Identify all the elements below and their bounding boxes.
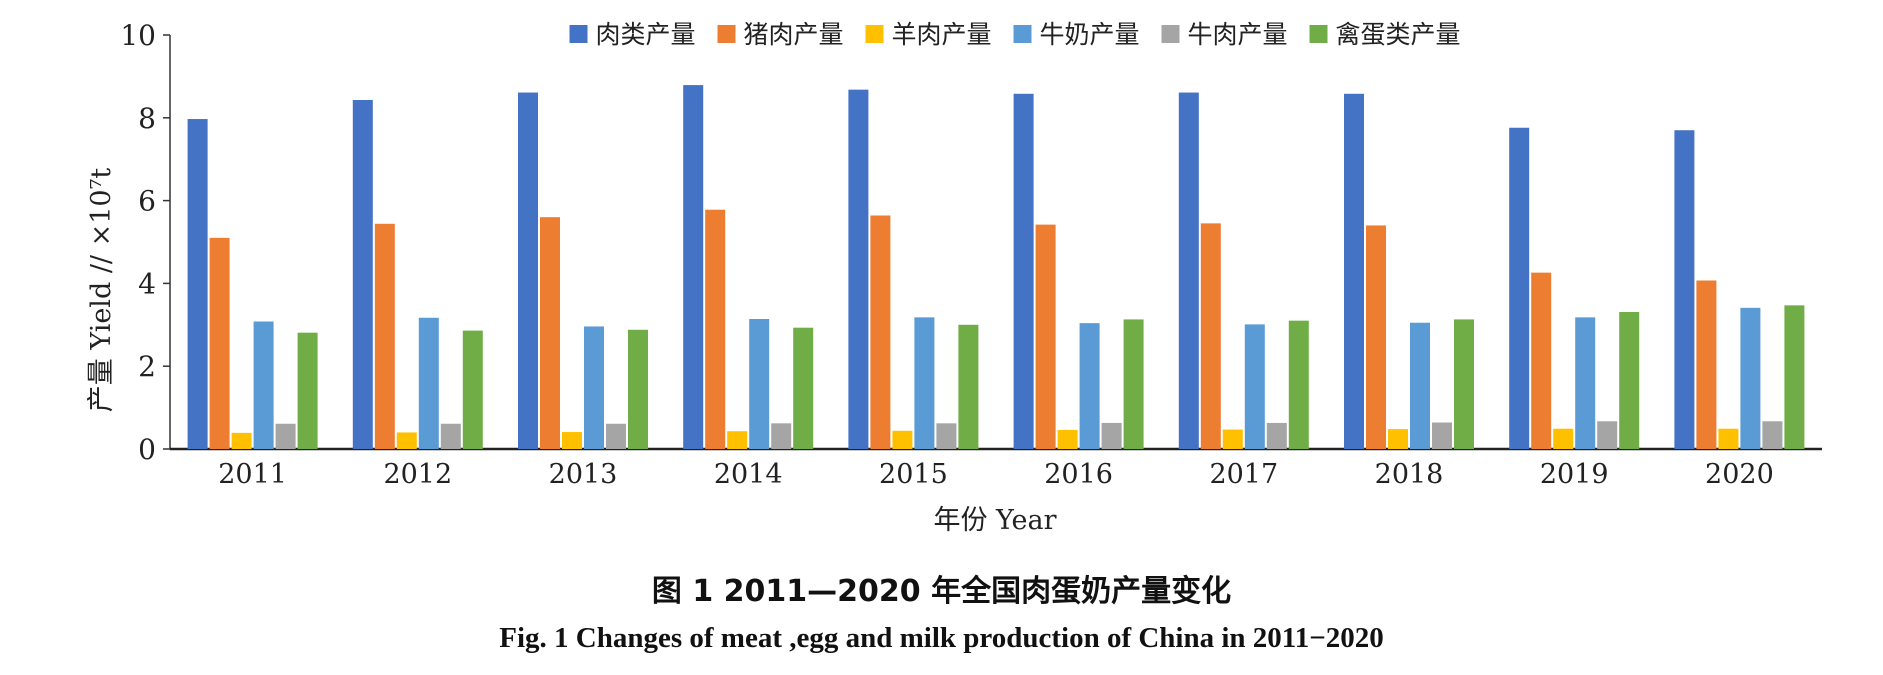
bar-禽蛋类产量-2013 <box>628 329 648 449</box>
bar-禽蛋类产量-2017 <box>1288 320 1309 449</box>
legend-swatch <box>717 25 736 43</box>
bar-猪肉产量-2020 <box>1696 280 1717 449</box>
x-tick-label: 2019 <box>1540 459 1609 490</box>
bar-禽蛋类产量-2019 <box>1619 311 1640 449</box>
bar-牛奶产量-2013 <box>584 326 604 449</box>
bar-猪肉产量-2013 <box>540 217 560 449</box>
bar-猪肉产量-2012 <box>374 223 395 449</box>
legend-label: 牛肉产量 <box>1188 20 1288 49</box>
bar-牛肉产量-2017 <box>1266 422 1287 449</box>
bar-牛肉产量-2019 <box>1597 421 1618 449</box>
x-tick-label: 2011 <box>218 459 287 490</box>
x-tick-label: 2015 <box>879 459 948 490</box>
legend-label: 羊肉产量 <box>892 20 992 49</box>
legend: 肉类产量 猪肉产量 羊肉产量 牛奶产量 牛肉产量 禽蛋类产量 <box>569 20 1461 49</box>
bar-肉类产量-2011 <box>187 119 208 450</box>
bar-猪肉产量-2014 <box>705 209 726 449</box>
bar-牛奶产量-2014 <box>749 319 770 449</box>
bar-肉类产量-2012 <box>352 99 373 450</box>
legend-swatch <box>569 25 588 43</box>
bar-牛奶产量-2015 <box>914 317 935 449</box>
x-tick-label: 2016 <box>1044 459 1113 490</box>
bar-牛肉产量-2012 <box>440 423 461 449</box>
x-tick-label: 2014 <box>714 459 783 490</box>
bars <box>187 85 1805 450</box>
bar-禽蛋类产量-2018 <box>1454 319 1474 449</box>
bar-猪肉产量-2019 <box>1531 272 1552 449</box>
bar-牛肉产量-2015 <box>936 423 957 449</box>
y-tick-label: 2 <box>138 350 156 383</box>
legend-swatch <box>865 25 884 43</box>
bar-牛肉产量-2013 <box>606 423 626 449</box>
bar-牛肉产量-2018 <box>1432 422 1452 449</box>
bar-牛奶产量-2020 <box>1740 307 1761 449</box>
bar-牛肉产量-2016 <box>1101 422 1122 449</box>
y-tick-label: 6 <box>138 185 156 218</box>
bar-猪肉产量-2017 <box>1200 223 1221 449</box>
legend-label: 猪肉产量 <box>744 20 844 49</box>
bar-肉类产量-2014 <box>683 85 704 450</box>
x-tick-label: 2012 <box>383 459 452 490</box>
x-tick-label: 2018 <box>1375 459 1444 490</box>
y-tick-label: 0 <box>138 433 156 466</box>
legend-swatch <box>1013 25 1032 43</box>
bar-肉类产量-2020 <box>1674 130 1695 449</box>
bar-猪肉产量-2018 <box>1366 225 1386 449</box>
legend-swatch <box>1309 25 1328 43</box>
bar-禽蛋类产量-2015 <box>958 324 979 449</box>
bar-猪肉产量-2016 <box>1035 224 1056 449</box>
bar-羊肉产量-2019 <box>1553 428 1574 449</box>
x-axis-title: 年份 Year <box>933 505 1056 536</box>
bar-禽蛋类产量-2012 <box>462 330 483 449</box>
bar-羊肉产量-2017 <box>1222 429 1243 449</box>
figure-caption-chinese: 图 1 2011—2020 年全国肉蛋奶产量变化 <box>651 574 1232 609</box>
bar-羊肉产量-2013 <box>562 432 582 449</box>
axis-labels: 年份 Year 产量 Yield // ×10⁷t <box>86 168 1057 536</box>
bar-牛肉产量-2014 <box>771 423 792 449</box>
bar-羊肉产量-2012 <box>396 432 417 449</box>
legend-swatch <box>1161 25 1180 43</box>
y-tick-label: 8 <box>138 102 156 135</box>
y-axis-title: 产量 Yield // ×10⁷t <box>86 168 117 413</box>
bar-肉类产量-2017 <box>1178 92 1199 450</box>
bar-肉类产量-2015 <box>848 89 869 449</box>
bar-猪肉产量-2015 <box>870 215 891 449</box>
bar-羊肉产量-2018 <box>1388 429 1408 449</box>
bar-禽蛋类产量-2016 <box>1123 319 1144 449</box>
bar-禽蛋类产量-2014 <box>793 327 814 449</box>
bar-牛奶产量-2016 <box>1079 323 1100 449</box>
bar-羊肉产量-2016 <box>1057 429 1078 449</box>
y-tick-label: 10 <box>120 19 156 52</box>
bar-肉类产量-2013 <box>518 92 538 450</box>
legend-label: 禽蛋类产量 <box>1336 20 1461 49</box>
bar-牛肉产量-2020 <box>1762 421 1783 449</box>
bar-禽蛋类产量-2011 <box>297 332 318 449</box>
x-tick-label: 2013 <box>549 459 618 490</box>
bar-牛奶产量-2011 <box>253 321 274 449</box>
bar-牛奶产量-2017 <box>1244 324 1265 449</box>
bar-牛肉产量-2011 <box>275 423 296 449</box>
bar-牛奶产量-2019 <box>1575 317 1596 449</box>
bar-肉类产量-2019 <box>1509 127 1530 450</box>
bar-禽蛋类产量-2020 <box>1784 305 1805 449</box>
bar-猪肉产量-2011 <box>209 237 230 449</box>
bar-羊肉产量-2020 <box>1718 428 1739 449</box>
legend-label: 肉类产量 <box>596 20 696 49</box>
x-tick-label: 2020 <box>1705 459 1774 490</box>
bar-肉类产量-2018 <box>1344 93 1364 450</box>
figure-caption-english: Fig. 1 Changes of meat ,egg and milk pro… <box>499 622 1384 654</box>
bar-羊肉产量-2014 <box>727 431 748 449</box>
bar-牛奶产量-2018 <box>1410 322 1430 449</box>
bar-牛奶产量-2012 <box>418 317 439 449</box>
x-tick-label: 2017 <box>1209 459 1278 490</box>
y-tick-label: 4 <box>138 267 156 300</box>
bar-羊肉产量-2011 <box>231 432 252 449</box>
legend-label: 牛奶产量 <box>1040 20 1140 49</box>
bar-肉类产量-2016 <box>1013 93 1034 450</box>
bar-羊肉产量-2015 <box>892 430 913 449</box>
